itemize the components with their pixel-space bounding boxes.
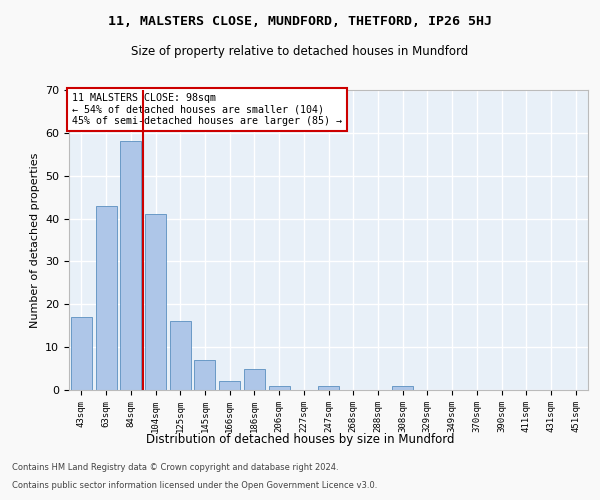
Bar — [145, 214, 166, 390]
Text: Size of property relative to detached houses in Mundford: Size of property relative to detached ho… — [131, 45, 469, 58]
Bar — [71, 317, 92, 390]
Bar — [244, 368, 265, 390]
Text: Distribution of detached houses by size in Mundford: Distribution of detached houses by size … — [146, 432, 454, 446]
Bar — [194, 360, 215, 390]
Y-axis label: Number of detached properties: Number of detached properties — [29, 152, 40, 328]
Bar — [318, 386, 339, 390]
Bar — [95, 206, 116, 390]
Bar — [269, 386, 290, 390]
Bar — [392, 386, 413, 390]
Text: Contains public sector information licensed under the Open Government Licence v3: Contains public sector information licen… — [12, 481, 377, 490]
Text: 11 MALSTERS CLOSE: 98sqm
← 54% of detached houses are smaller (104)
45% of semi-: 11 MALSTERS CLOSE: 98sqm ← 54% of detach… — [71, 93, 341, 126]
Text: Contains HM Land Registry data © Crown copyright and database right 2024.: Contains HM Land Registry data © Crown c… — [12, 464, 338, 472]
Bar — [170, 322, 191, 390]
Bar — [219, 382, 240, 390]
Text: 11, MALSTERS CLOSE, MUNDFORD, THETFORD, IP26 5HJ: 11, MALSTERS CLOSE, MUNDFORD, THETFORD, … — [108, 15, 492, 28]
Bar — [120, 142, 141, 390]
